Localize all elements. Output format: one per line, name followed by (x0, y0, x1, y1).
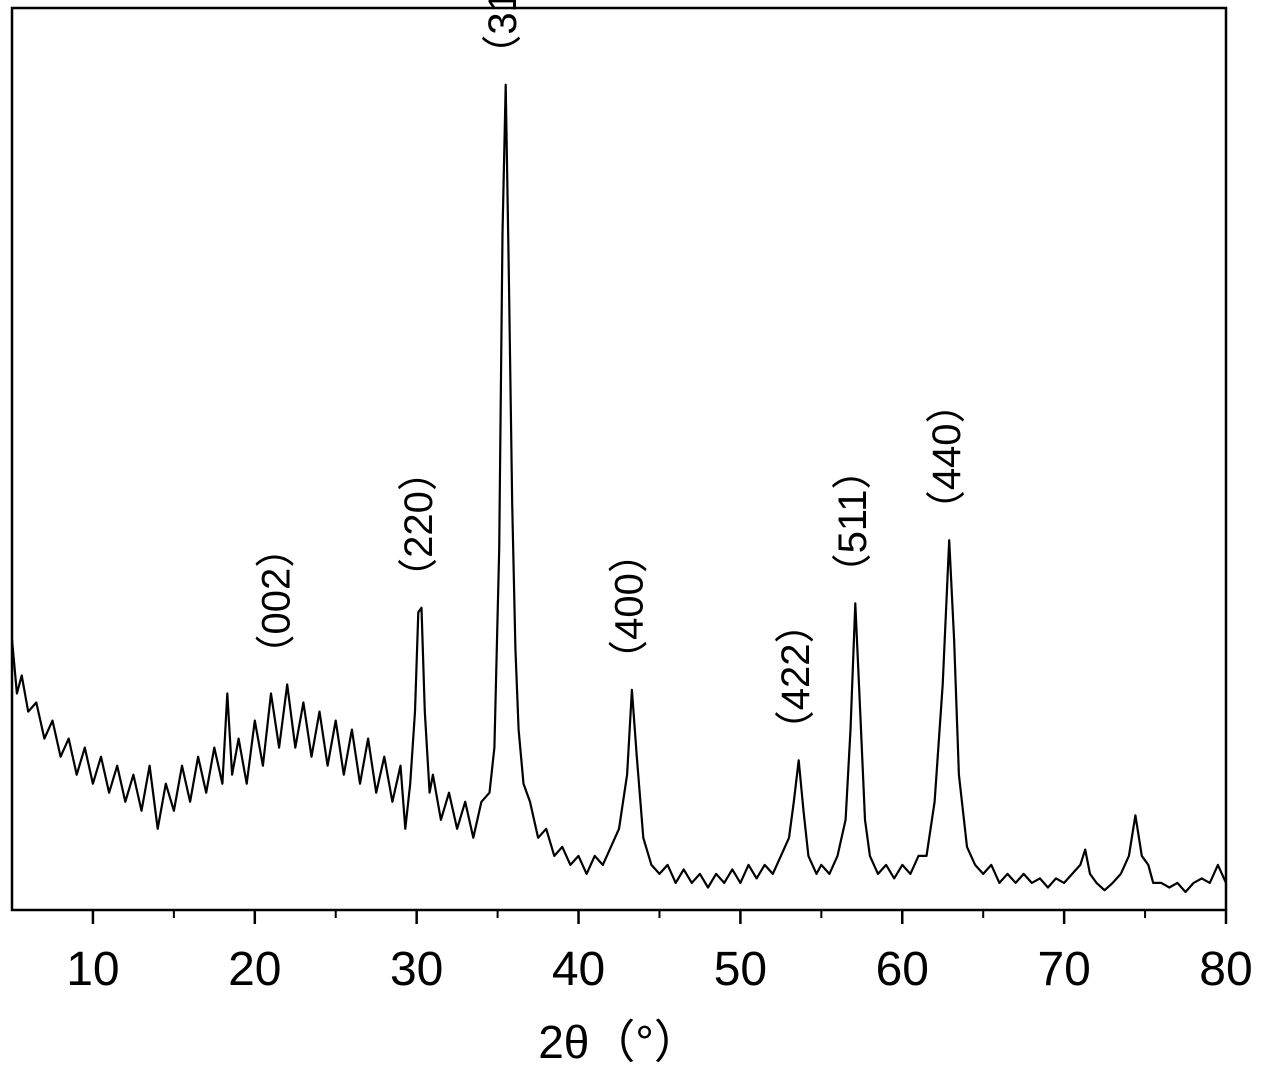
xrd-line (12, 85, 1226, 892)
peak-annotation: （440） (925, 383, 969, 530)
peak-annotation: （220） (397, 451, 441, 598)
x-tick-label: 10 (66, 943, 119, 996)
x-tick-label: 50 (714, 943, 767, 996)
peak-annotation: （311） (481, 0, 525, 75)
x-tick-label: 60 (876, 943, 929, 996)
x-tick-label: 40 (552, 943, 605, 996)
x-tick-label: 30 (390, 943, 443, 996)
peak-annotation: （002） (255, 528, 299, 675)
x-tick-label: 70 (1037, 943, 1090, 996)
peak-annotation: （400） (608, 533, 652, 680)
x-tick-label: 20 (228, 943, 281, 996)
x-tick-label: 80 (1199, 943, 1252, 996)
chart: 2θ（°） 10 20 30 40 50 60 70 80 （002） （220） （311） （40… (0, 0, 1274, 1081)
peak-annotation: （511） (831, 450, 875, 594)
peak-annotation: （422） (774, 604, 818, 751)
x-axis-label: 2θ（°） (538, 1016, 700, 1068)
